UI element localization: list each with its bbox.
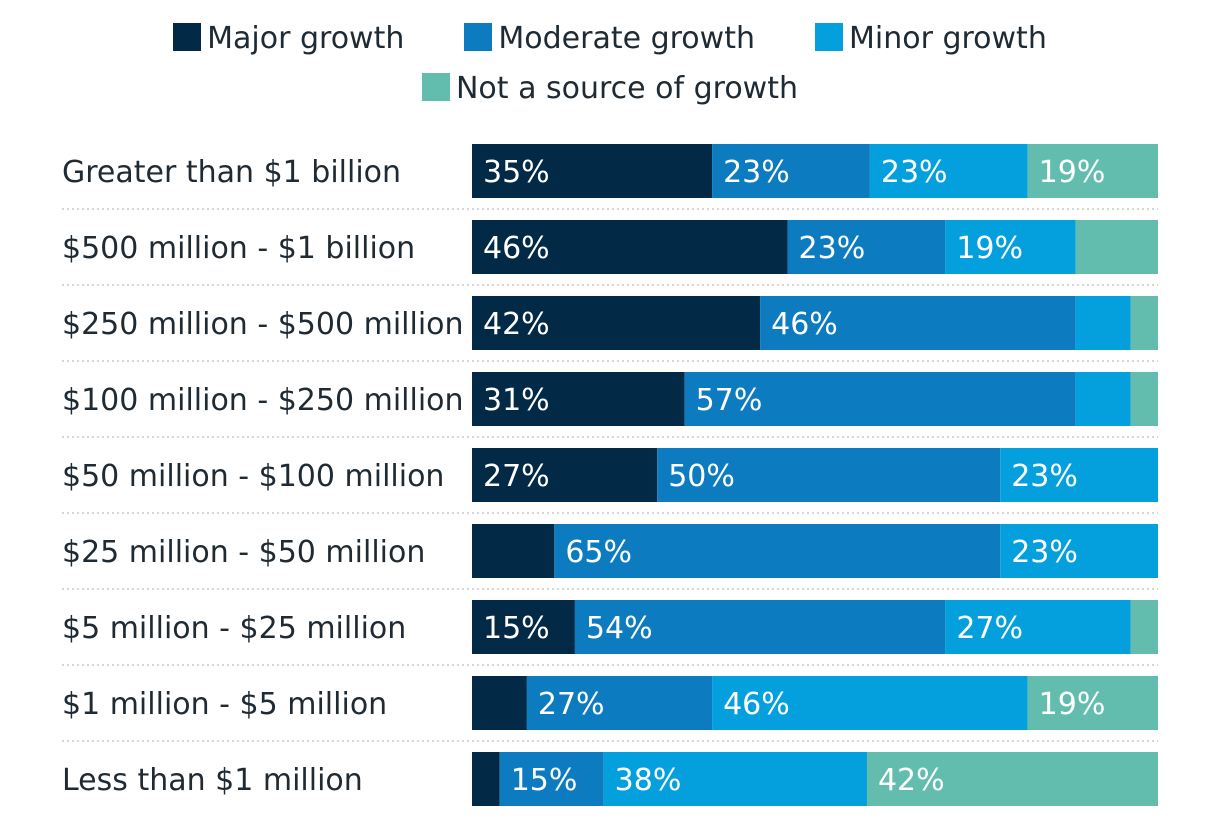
data-label: 19% <box>956 231 1023 266</box>
bar-segment <box>1027 676 1158 730</box>
legend-swatch <box>421 73 450 101</box>
bar-segment <box>684 372 1076 426</box>
category-label: $25 million - $50 million <box>62 535 425 570</box>
data-label: 46% <box>771 307 838 342</box>
data-label: 19% <box>1039 687 1106 722</box>
data-label: 38% <box>615 763 682 798</box>
category-label: $50 million - $100 million <box>62 459 444 494</box>
category-label: $100 million - $250 million <box>62 383 464 418</box>
bar-segment <box>1130 296 1158 350</box>
data-label: 50% <box>668 459 735 494</box>
legend-item: Minor growth <box>814 14 1047 64</box>
data-label: 23% <box>1011 459 1078 494</box>
category-label: $1 million - $5 million <box>62 687 387 722</box>
bar-segment <box>472 144 713 198</box>
legend-label: Minor growth <box>848 21 1047 56</box>
bar-segment <box>554 524 1001 578</box>
data-label: 19% <box>1039 155 1106 190</box>
bar-segment <box>712 144 870 198</box>
bar-segment <box>526 676 713 730</box>
bar-segment <box>1075 220 1158 274</box>
bar-segment <box>869 144 1028 198</box>
data-label: 65% <box>565 535 632 570</box>
data-label: 54% <box>586 611 653 646</box>
bar-segment <box>472 600 575 654</box>
bar-segment <box>657 448 1001 502</box>
data-label: 31% <box>483 383 550 418</box>
category-label: $500 million - $1 billion <box>62 231 415 266</box>
data-label: 42% <box>483 307 550 342</box>
bar-segment <box>472 372 685 426</box>
legend-item: Major growth <box>173 14 404 64</box>
bar-segment <box>472 752 500 806</box>
bar-segment <box>472 296 761 350</box>
bar-segment <box>787 220 946 274</box>
legend-label: Major growth <box>207 21 405 56</box>
data-label: 27% <box>956 611 1023 646</box>
bar-segment <box>712 676 1028 730</box>
legend: Major growth Moderate growth Minor growth N… <box>0 14 1220 114</box>
bar-segment <box>472 448 658 502</box>
legend-swatch <box>173 23 202 51</box>
category-label: Greater than $1 billion <box>62 155 401 190</box>
legend-item: Not a source of growth <box>421 64 798 114</box>
data-label: 35% <box>483 155 550 190</box>
bar-segment <box>1075 372 1131 426</box>
data-label: 57% <box>696 383 763 418</box>
data-label: 23% <box>799 231 866 266</box>
legend-swatch <box>814 23 843 51</box>
data-label: 42% <box>878 763 945 798</box>
data-label: 23% <box>723 155 790 190</box>
data-label: 15% <box>511 763 578 798</box>
legend-swatch <box>464 23 493 51</box>
legend-label: Moderate growth <box>498 21 755 56</box>
data-label: 23% <box>1011 535 1078 570</box>
data-label: 27% <box>538 687 605 722</box>
bar-segment <box>1000 524 1158 578</box>
bar-segment <box>1130 372 1158 426</box>
bar-segment <box>945 220 1076 274</box>
category-label: $5 million - $25 million <box>62 611 406 646</box>
data-label: 46% <box>723 687 790 722</box>
legend-label: Not a source of growth <box>455 71 798 106</box>
bar-segment <box>499 752 604 806</box>
bar-segment <box>472 676 527 730</box>
data-label: 27% <box>483 459 550 494</box>
category-label: Less than $1 million <box>62 763 363 798</box>
bar-segment <box>760 296 1076 350</box>
category-label: $250 million - $500 million <box>62 307 464 342</box>
bar-segment <box>574 600 946 654</box>
legend-item: Moderate growth <box>464 14 755 64</box>
bar-segment <box>603 752 867 806</box>
data-label: 15% <box>483 611 550 646</box>
bar-segment <box>866 752 1158 806</box>
bar-segment <box>472 220 788 274</box>
bar-segment <box>1130 600 1158 654</box>
bar-segment <box>945 600 1131 654</box>
bar-segment <box>472 524 555 578</box>
bar-segment <box>1027 144 1158 198</box>
data-label: 23% <box>881 155 948 190</box>
data-label: 46% <box>483 231 550 266</box>
bar-segment <box>1075 296 1131 350</box>
bar-segment <box>1000 448 1158 502</box>
